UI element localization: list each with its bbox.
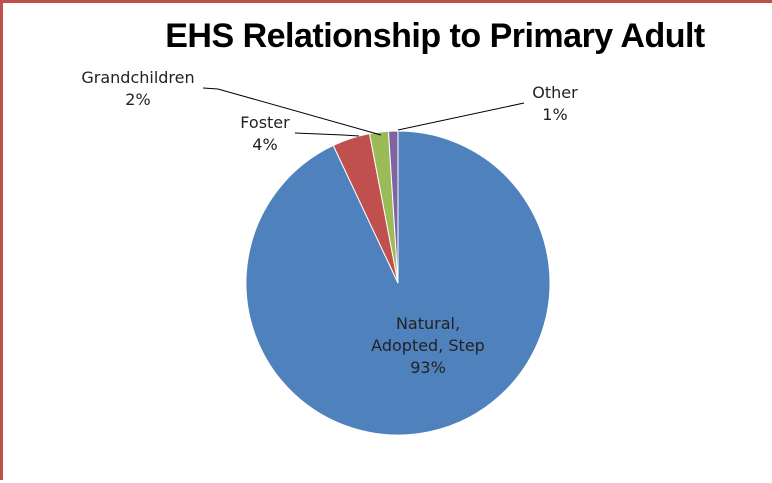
data-label-name-foster: Foster [240,113,290,132]
data-label-value-foster: 4% [252,135,277,154]
leader-line-grandchildren [202,87,382,136]
data-label-name-other: Other [532,83,578,102]
chart-title: EHS Relationship to Primary Adult [165,17,705,55]
data-label-value-grandchildren: 2% [125,90,150,109]
data-label-name-grandchildren: Grandchildren [81,68,194,87]
pie-slice-other [387,130,399,284]
leader-line-other [397,102,525,131]
data-label-value-natural-adopted-step: 93% [410,358,446,377]
leader-line-foster [294,132,360,137]
pie-chart: Natural, Adopted, Step 93% Foster 4% Grandchi… [81,68,578,436]
data-label-name-natural-adopted-step: Adopted, Step [371,336,485,355]
data-label-name-natural-adopted-step: Natural, [396,314,460,333]
data-label-value-other: 1% [542,105,567,124]
